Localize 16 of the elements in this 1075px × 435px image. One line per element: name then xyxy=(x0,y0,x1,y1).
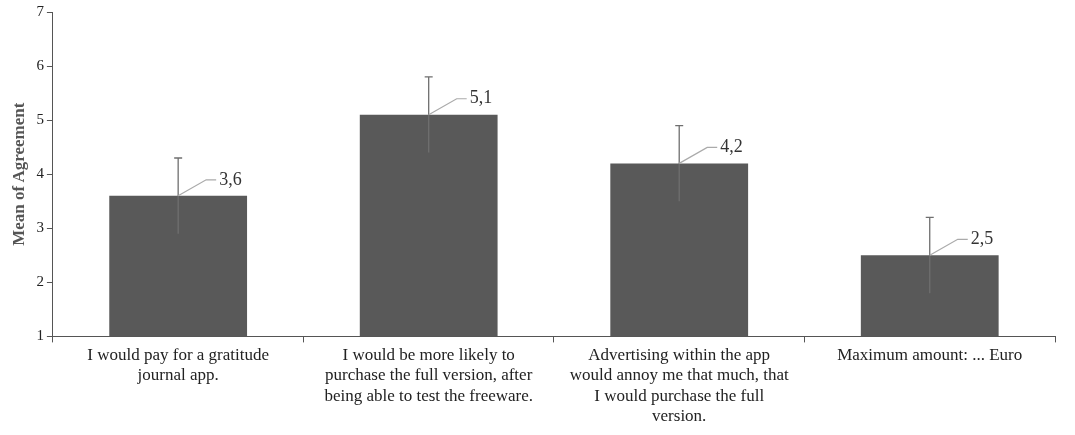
y-tick-label: 5 xyxy=(36,111,44,128)
data-label: 3,6 xyxy=(219,168,242,189)
x-tick-label: Advertising within the app would annoy me that much, that I would purchase the full version. xyxy=(569,345,790,426)
x-tick-label: Maximum amount: ... Euro xyxy=(837,345,1023,365)
data-label: 5,1 xyxy=(469,87,493,108)
y-tick-label: 7 xyxy=(36,2,45,19)
x-tick-label: I would pay for a gratitude journal app. xyxy=(87,345,270,385)
y-tick-label: 6 xyxy=(36,57,45,73)
data-label: 4,2 xyxy=(720,136,743,157)
y-axis-title: Mean of Agreement xyxy=(8,102,28,246)
y-tick-label: 4 xyxy=(36,165,45,182)
y-tick-label: 1 xyxy=(36,327,44,344)
y-tick-label: 3 xyxy=(36,219,44,236)
y-tick-label: 2 xyxy=(36,273,44,290)
data-label: 2,5 xyxy=(970,228,994,249)
x-tick-label: I would be more likely to purchase the full version, after being able to test the freeware. xyxy=(324,345,533,405)
